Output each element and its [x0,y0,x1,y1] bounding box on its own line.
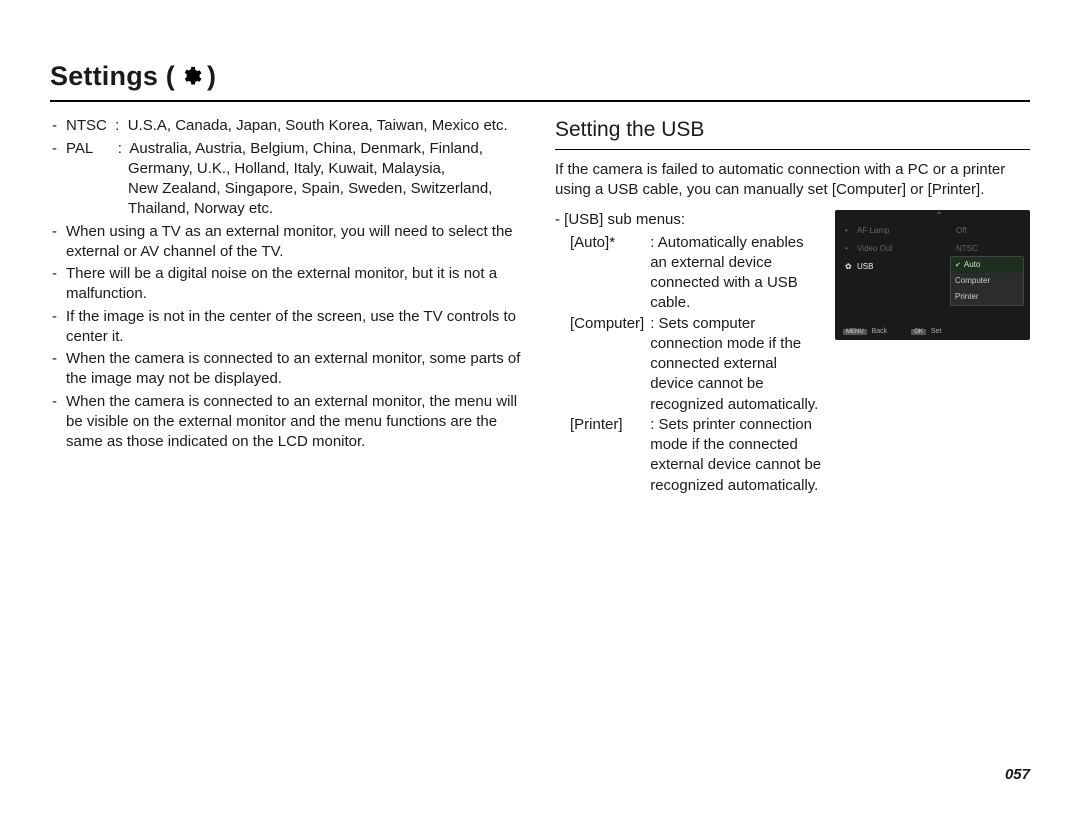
gear-icon: ✿ [845,262,857,273]
bullet-icon: • [845,244,857,255]
list-item: If the image is not in the center of the… [50,307,525,348]
menu-item-label: AF Lamp [857,226,889,237]
menu-item-active: ✿ USB [845,258,941,276]
dropdown-options: Auto Computer Printer [950,256,1024,306]
footer-set: OK Set [911,327,941,336]
dropdown-option: Printer [951,289,1023,305]
menu-right-pane: Off NTSC [956,222,1022,258]
ntsc-label: NTSC [66,117,107,134]
sub-menu-label: - [USB] sub menus: [555,210,823,230]
ok-key-icon: OK [911,329,926,335]
pal-label: PAL [66,140,93,157]
menu-item: • AF Lamp [845,222,941,240]
sub-label-text: [USB] sub menus: [564,211,685,228]
section-heading: Setting the USB [555,116,1030,149]
def-val-printer: : Sets printer connection mode if the co… [650,415,823,496]
menu-left-pane: • AF Lamp • Video Out ✿ USB [845,222,941,276]
title-prefix: Settings ( [50,58,175,94]
def-term-computer: [Computer] [570,314,648,415]
usb-row: - [USB] sub menus: [Auto]* : Automatical… [555,210,1030,496]
menu-key-icon: MENU [843,329,867,335]
pal-line4: Thailand, Norway etc. [66,199,525,219]
menu-footer: MENU Back OK Set [843,327,1022,336]
list-item: When using a TV as an external monitor, … [50,222,525,263]
page-title: Settings ( ) [50,58,216,94]
list-item: PAL : Australia, Austria, Belgium, China… [50,139,525,220]
list-item: There will be a digital noise on the ext… [50,264,525,305]
gear-icon [180,65,202,87]
bullet-icon: • [845,226,857,237]
def-term-printer: [Printer] [570,415,648,496]
menu-value: Off [956,222,1022,240]
dropdown-option-selected: Auto [951,257,1023,273]
menu-item-label: Video Out [857,244,892,255]
ntsc-text: U.S.A, Canada, Japan, South Korea, Taiwa… [128,117,508,134]
right-column: Setting the USB If the camera is failed … [555,116,1030,495]
menu-item-label: USB [857,262,873,273]
pal-line2: Germany, U.K., Holland, Italy, Kuwait, M… [66,159,525,179]
footer-set-label: Set [931,328,942,335]
list-item: NTSC : U.S.A, Canada, Japan, South Korea… [50,116,525,136]
footer-back: MENU Back [843,327,887,336]
intro-text: If the camera is failed to automatic con… [555,160,1030,201]
def-val-auto: : Automatically enables an external devi… [650,233,823,314]
footer-back-label: Back [872,328,888,335]
list-item: When the camera is connected to an exter… [50,349,525,390]
content-columns: NTSC : U.S.A, Canada, Japan, South Korea… [50,116,1030,495]
menu-item: • Video Out [845,240,941,258]
def-val-computer: : Sets computer connection mode if the c… [650,314,823,415]
usb-text-block: - [USB] sub menus: [Auto]* : Automatical… [555,210,823,496]
page-number: 057 [1005,765,1030,785]
pal-line1: Australia, Austria, Belgium, China, Denm… [129,140,483,157]
pal-line3: New Zealand, Singapore, Spain, Sweden, S… [66,179,525,199]
definition-list: [Auto]* : Automatically enables an exter… [555,233,823,496]
dropdown-option: Computer [951,273,1023,289]
title-suffix: ) [207,58,216,94]
def-term-auto: [Auto]* [570,233,648,314]
list-item: When the camera is connected to an exter… [50,392,525,453]
left-column: NTSC : U.S.A, Canada, Japan, South Korea… [50,116,525,495]
camera-menu-screenshot: ⌃ • AF Lamp • Video Out ✿ USB [835,210,1030,340]
title-bar: Settings ( ) [50,58,1030,102]
video-format-list: NTSC : U.S.A, Canada, Japan, South Korea… [50,116,525,452]
